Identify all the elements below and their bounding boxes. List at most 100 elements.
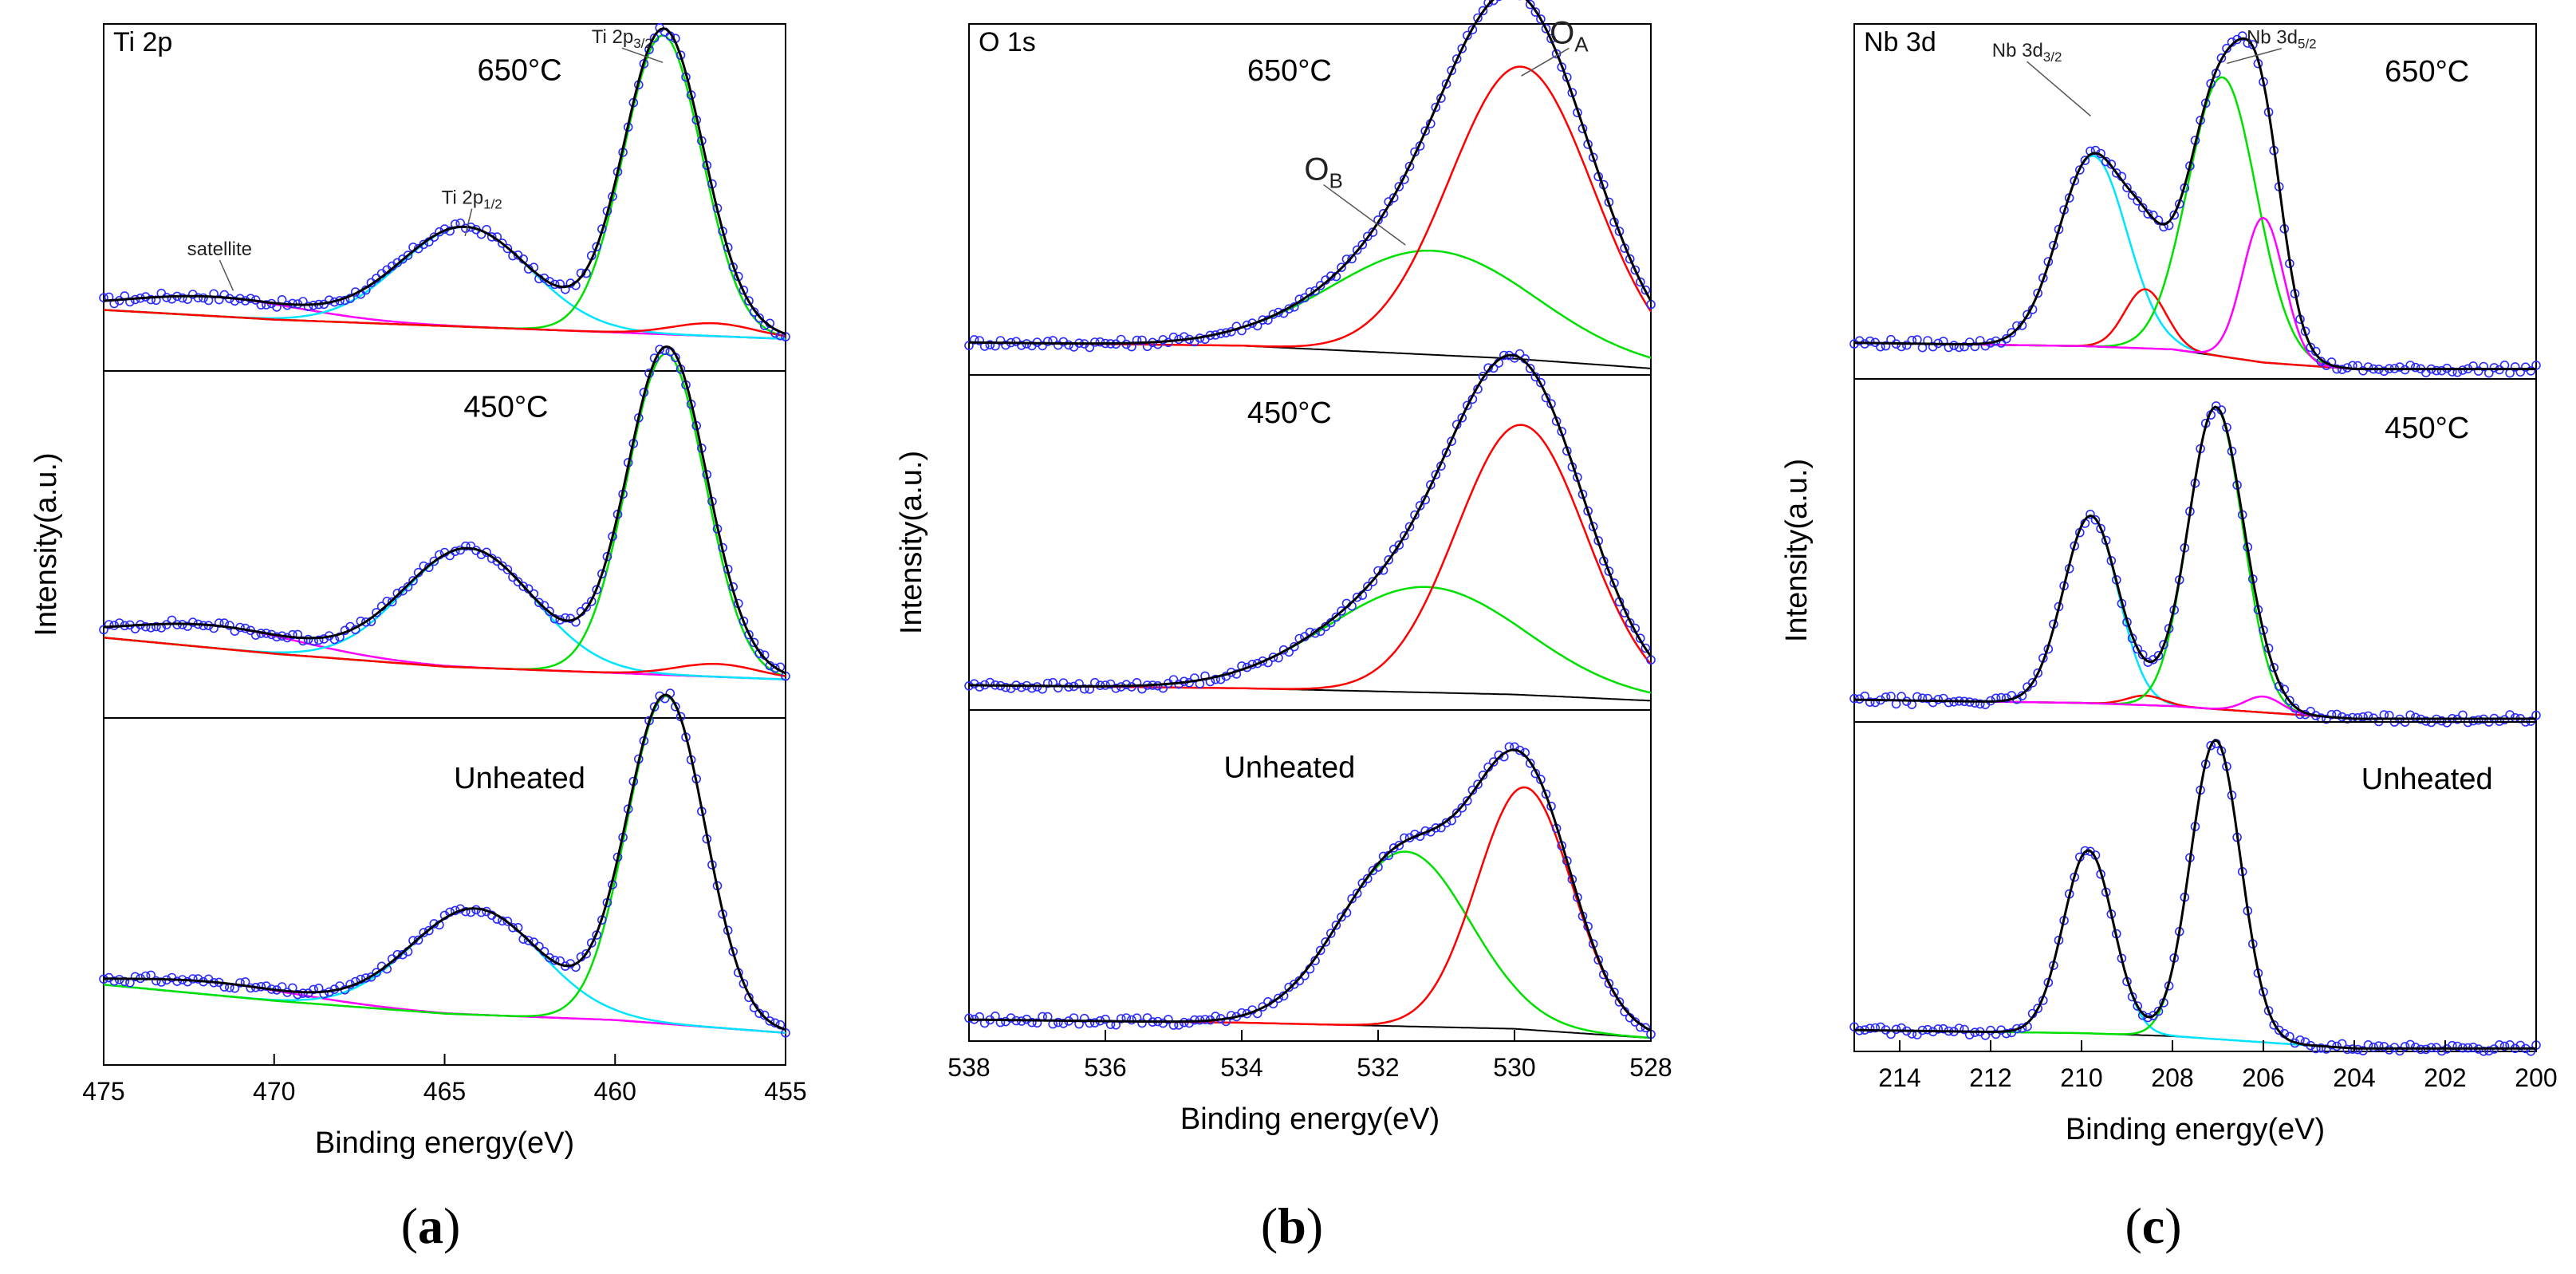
data-point (1441, 79, 1451, 89)
data-point (408, 576, 418, 586)
data-point (1400, 531, 1409, 541)
envelope-curve (103, 345, 786, 675)
peak-annotation: OB (1304, 152, 1342, 193)
data-point (581, 949, 591, 959)
data-point (372, 968, 381, 977)
subplot-label: 450°C (2385, 412, 2469, 445)
data-point (1949, 341, 1959, 350)
data-point (193, 974, 203, 984)
component-curve (969, 850, 1652, 1039)
data-point (1300, 293, 1310, 303)
subplot-label: Unheated (1223, 751, 1355, 785)
data-point (749, 637, 759, 648)
subplot-2: 450°C (964, 349, 1656, 702)
component-curve (103, 622, 786, 680)
subplot-1: 650°CNb 3d3/2Nb 3d5/2 (1849, 27, 2541, 378)
data-point (523, 936, 534, 945)
data-point (1923, 1024, 1932, 1035)
data-point (1357, 878, 1368, 888)
data-point (1636, 277, 1645, 287)
component-curve (969, 786, 1652, 1032)
data-point (1933, 1024, 1943, 1034)
data-point (1431, 823, 1441, 833)
data-point (1488, 757, 1499, 767)
x-tick-label: 465 (423, 1077, 466, 1106)
panel-frame (968, 23, 1652, 1042)
component-curve (969, 424, 1652, 690)
subplot-3: Unheated (99, 688, 790, 1038)
annotation-sub: A (1574, 32, 1589, 56)
data-point (2421, 716, 2431, 726)
data-point (1363, 582, 1373, 592)
data-point (1881, 341, 1891, 351)
data-point (303, 634, 313, 645)
data-point (1221, 1016, 1231, 1027)
data-point (1865, 697, 1875, 707)
data-point (324, 295, 334, 306)
data-point (1231, 669, 1242, 679)
data-point (423, 925, 434, 936)
data-point (1960, 1024, 1969, 1035)
data-point (1284, 982, 1294, 992)
data-point (2484, 1046, 2494, 1056)
data-point (2326, 709, 2337, 720)
data-point (560, 613, 570, 623)
data-point (975, 336, 984, 345)
data-point (2400, 1042, 2410, 1051)
data-point (1363, 874, 1373, 884)
data-point (1467, 25, 1478, 35)
data-point (1495, 0, 1503, 2)
data-point (1525, 0, 1535, 10)
panel-frame (1853, 23, 2537, 1052)
data-point (167, 294, 177, 304)
data-point (1614, 997, 1625, 1007)
annotation-leader (621, 47, 664, 64)
component-curve (1853, 849, 2536, 1050)
data-point (1310, 286, 1320, 296)
data-point (109, 976, 119, 986)
data-point (1404, 522, 1415, 532)
data-point (1352, 245, 1362, 255)
data-point (1132, 335, 1142, 345)
data-point (2452, 1041, 2463, 1051)
data-point (177, 293, 187, 303)
data-point (502, 243, 513, 254)
data-point (1388, 843, 1399, 853)
data-point (545, 606, 554, 617)
data-point (2237, 31, 2247, 41)
data-point (1179, 332, 1189, 342)
y-axis-label: Intensity(a.u.) (1780, 459, 1814, 642)
data-point (1001, 682, 1010, 692)
data-point (1530, 7, 1541, 17)
subplot-3: Unheated (1849, 721, 2541, 1056)
data-point (1095, 337, 1105, 347)
data-point (224, 621, 234, 630)
component-curve (969, 586, 1652, 694)
data-point (1447, 65, 1456, 76)
x-tick-label: 538 (947, 1053, 990, 1082)
data-point (1153, 339, 1163, 349)
data-point (1870, 697, 1881, 708)
data-point (1211, 674, 1220, 684)
data-point (303, 302, 313, 312)
x-tick-label: 200 (2515, 1063, 2557, 1092)
data-point (1625, 254, 1635, 264)
data-point (235, 978, 245, 988)
x-axis-label: Binding energy(eV) (2066, 1113, 2325, 1146)
annotation-leader (1521, 47, 1570, 77)
data-point (2090, 515, 2101, 525)
data-point (1074, 679, 1084, 688)
data-point (156, 977, 167, 987)
data-point (152, 976, 161, 986)
peak-annotation: Nb 3d3/2 (1992, 40, 2062, 65)
peak-annotation: Ti 2p1/2 (442, 187, 502, 212)
data-point (739, 979, 749, 988)
data-point (1917, 693, 1928, 704)
data-point (1042, 337, 1053, 346)
y-axis-label: Intensity(a.u.) (30, 452, 63, 636)
x-tick-label: 206 (2242, 1063, 2284, 1092)
data-point (460, 906, 471, 917)
data-point (1326, 271, 1336, 281)
data-point (372, 608, 381, 617)
